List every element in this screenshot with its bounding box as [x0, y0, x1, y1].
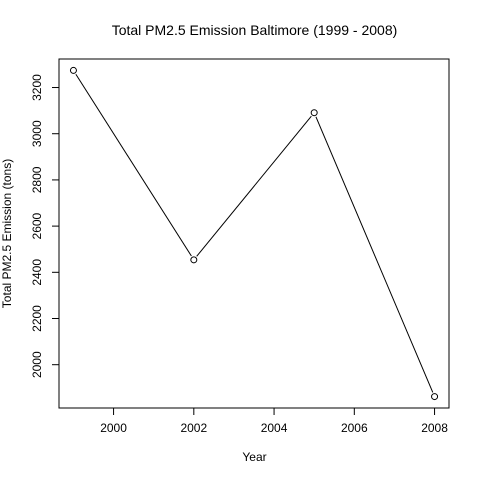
y-tick-label: 2800 — [30, 166, 44, 193]
y-tick-label: 2600 — [30, 212, 44, 239]
x-tick-label: 2002 — [180, 421, 207, 435]
y-axis: 2000 2200 2400 2600 2800 3000 3200 — [30, 74, 60, 378]
series-line-segment — [315, 116, 434, 393]
x-tick-label: 2006 — [341, 421, 368, 435]
x-tick-label: 2000 — [100, 421, 127, 435]
y-tick-label: 3000 — [30, 120, 44, 147]
y-tick-label: 2400 — [30, 259, 44, 286]
data-point — [431, 393, 439, 401]
series-layer — [69, 66, 439, 401]
y-tick-label: 2200 — [30, 305, 44, 332]
data-point — [69, 66, 77, 74]
chart-title: Total PM2.5 Emission Baltimore (1999 - 2… — [112, 22, 398, 38]
y-axis-label: Total PM2.5 Emission (tons) — [0, 159, 14, 308]
x-tick-label: 2004 — [261, 421, 288, 435]
x-axis: 2000 2002 2004 2006 2008 — [100, 407, 448, 435]
x-tick-label: 2008 — [421, 421, 448, 435]
data-point — [190, 256, 198, 264]
y-tick-label: 2000 — [30, 351, 44, 378]
plot-area — [58, 58, 450, 409]
x-axis-label: Year — [242, 450, 266, 464]
series-line-segment — [75, 73, 192, 257]
y-tick-label: 3200 — [30, 74, 44, 101]
data-point — [310, 109, 318, 117]
series-line-segment — [196, 115, 312, 257]
